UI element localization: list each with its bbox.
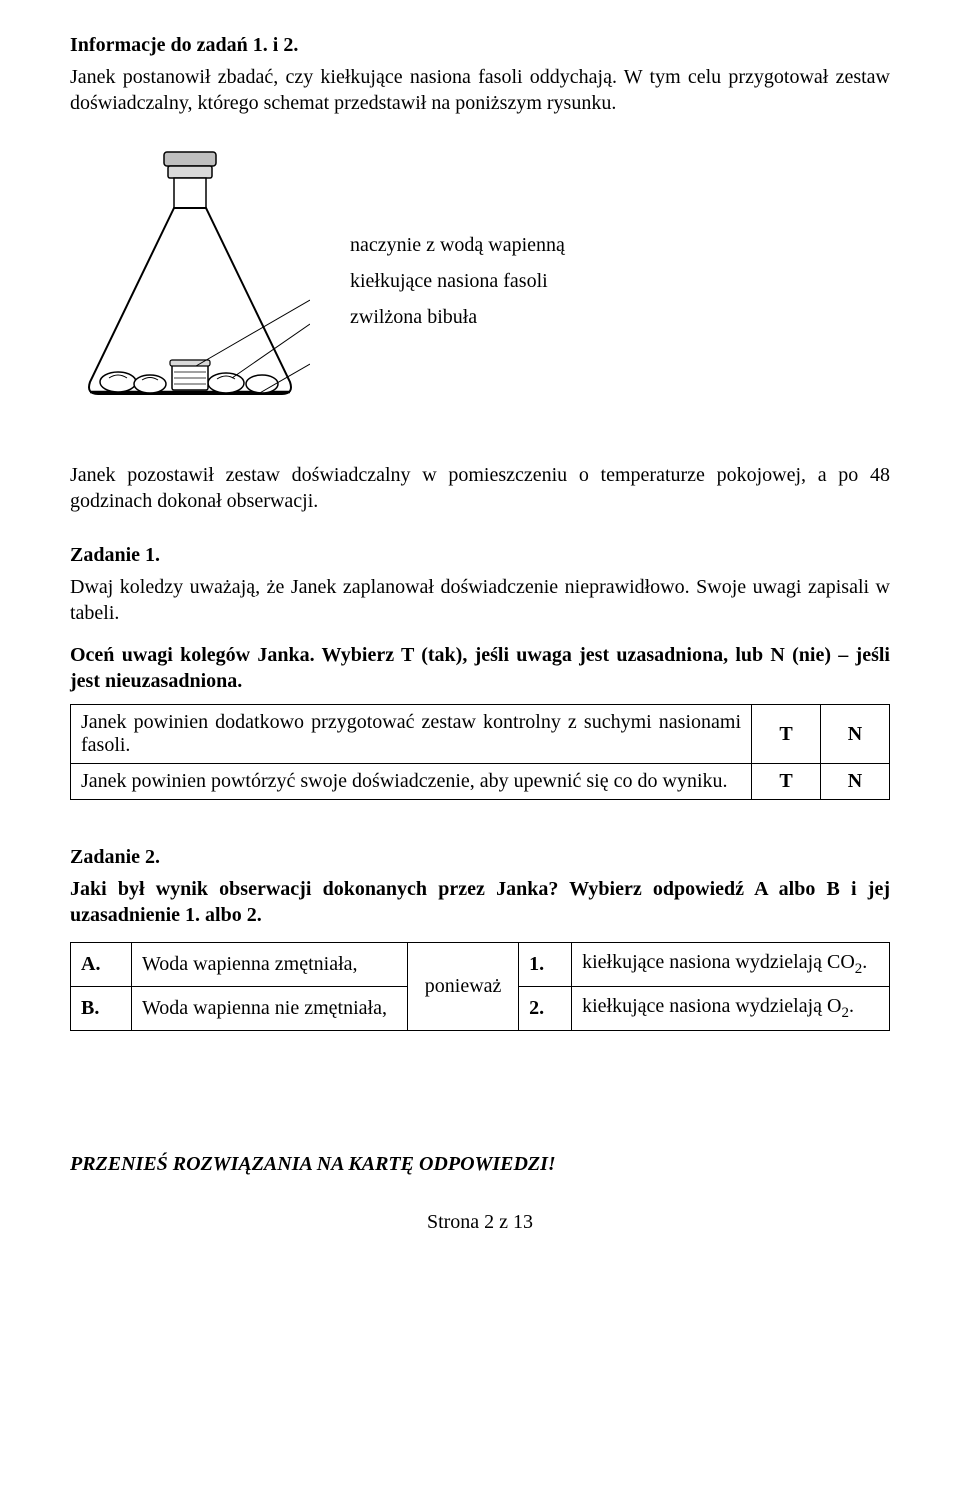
task2-one-post: . [862,951,867,973]
task1-heading: Zadanie 1. [70,542,890,568]
task1-row2-n[interactable]: N [821,764,890,800]
task2-heading: Zadanie 2. [70,844,890,870]
flask-diagram [70,146,310,426]
task1-table: Janek powinien dodatkowo przygotować zes… [70,704,890,800]
task2-two-label[interactable]: 2. [519,987,572,1031]
task2-one-label[interactable]: 1. [519,943,572,987]
task1-p2: Oceń uwagi kolegów Janka. Wybierz T (tak… [70,642,890,694]
table-row: A. Woda wapienna zmętniała, ponieważ 1. … [71,943,890,987]
intro-paragraph: Janek postanowił zbadać, czy kiełkujące … [70,64,890,116]
task1-p1: Dwaj koledzy uważają, że Janek zaplanowa… [70,574,890,626]
task1-row1-t[interactable]: T [752,705,821,764]
after-diagram-text: Janek pozostawił zestaw doświadczalny w … [70,462,890,514]
task2-two-sub: 2 [841,1005,849,1021]
table-row: Janek powinien dodatkowo przygotować zes… [71,705,890,764]
task1-row2-text: Janek powinien powtórzyć swoje doświadcz… [71,764,752,800]
task2-one-pre: kiełkujące nasiona wydzielają CO [582,951,855,973]
diagram-label-1: naczynie z wodą wapienną [350,232,565,258]
table-row: Janek powinien powtórzyć swoje doświadcz… [71,764,890,800]
task1-row2-t[interactable]: T [752,764,821,800]
diagram-label-2: kiełkujące nasiona fasoli [350,268,565,294]
intro-title: Informacje do zadań 1. i 2. [70,32,890,58]
task2-two-text: kiełkujące nasiona wydzielają O2. [572,987,890,1031]
task2-a-text: Woda wapienna zmętniała, [132,943,408,987]
task2-p1: Jaki był wynik obserwacji dokonanych prz… [70,876,890,928]
task2-a-label[interactable]: A. [71,943,132,987]
diagram-label-3: zwilżona bibuła [350,304,565,330]
task2-b-label[interactable]: B. [71,987,132,1031]
page-number: Strona 2 z 13 [70,1209,890,1235]
footer-instruction: PRZENIEŚ ROZWIĄZANIA NA KARTĘ ODPOWIEDZI… [70,1151,890,1177]
task2-one-text: kiełkujące nasiona wydzielają CO2. [572,943,890,987]
task2-two-post: . [849,995,854,1017]
task2-b-text: Woda wapienna nie zmętniała, [132,987,408,1031]
diagram-block: naczynie z wodą wapienną kiełkujące nasi… [70,146,890,426]
task2-two-pre: kiełkujące nasiona wydzielają O [582,995,841,1017]
task2-table: A. Woda wapienna zmętniała, ponieważ 1. … [70,942,890,1031]
task2-conj: ponieważ [408,943,519,1031]
task1-row1-n[interactable]: N [821,705,890,764]
task1-row1-text: Janek powinien dodatkowo przygotować zes… [71,705,752,764]
